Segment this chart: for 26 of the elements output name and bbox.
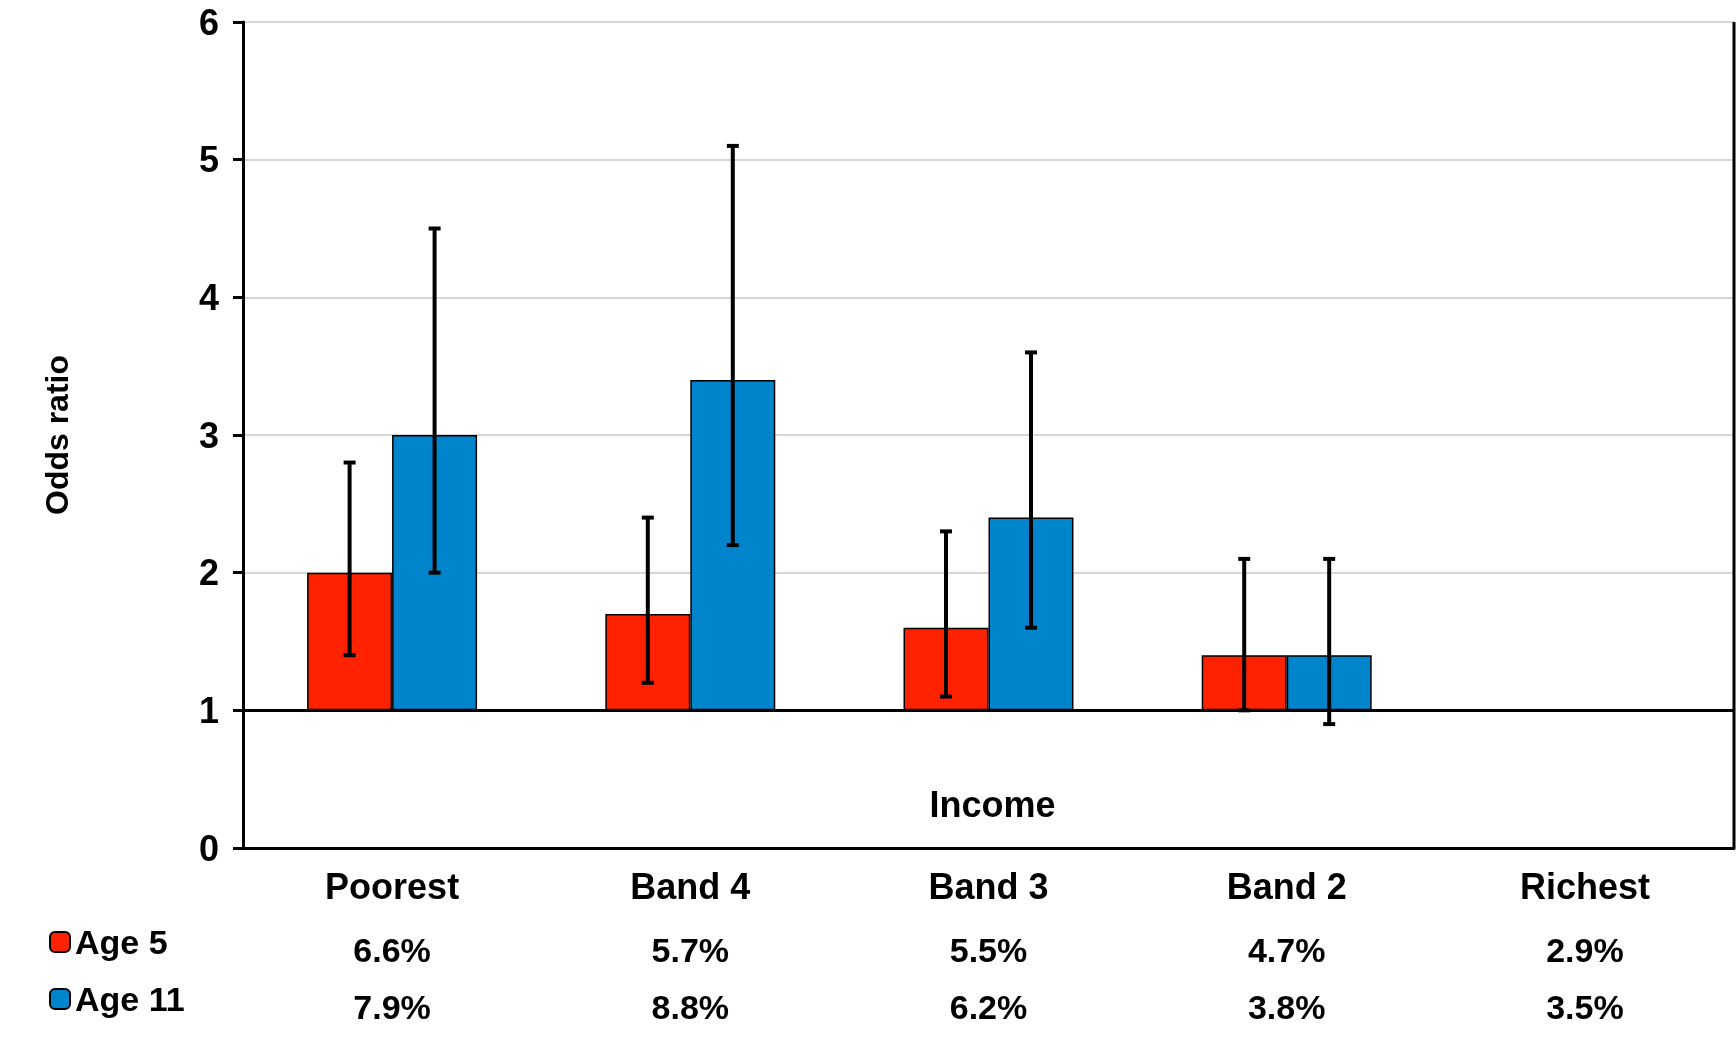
text: 3.5% <box>1546 988 1624 1026</box>
x-tick-label: Band 2 <box>1226 865 1347 907</box>
legend-label: Age 5 <box>75 923 168 961</box>
legend-label: Age 11 <box>75 980 185 1018</box>
x-tick-label: Band 3 <box>928 865 1049 907</box>
text: 8.8% <box>651 988 730 1026</box>
text: 2.9% <box>1546 931 1624 969</box>
y-tick-label: 3 <box>198 414 219 456</box>
text: 4.7% <box>1247 931 1326 969</box>
text: 7.9% <box>353 988 431 1026</box>
x-tick-label: Poorest <box>325 865 460 907</box>
text: 5.5% <box>949 931 1028 969</box>
y-axis-title: Odds ratio <box>39 354 75 516</box>
y-tick-label: 5 <box>198 139 219 181</box>
x-tick-label: Band 4 <box>630 865 751 907</box>
text: 6.2% <box>949 988 1028 1026</box>
y-tick-label: 2 <box>198 552 219 594</box>
text: 6.6% <box>353 931 431 969</box>
text: 3.8% <box>1247 988 1326 1026</box>
y-tick-label: 6 <box>198 1 219 43</box>
text: 5.7% <box>651 931 730 969</box>
x-axis-title: Income <box>929 783 1056 825</box>
y-tick-label: 0 <box>198 827 219 869</box>
x-tick-label: Richest <box>1519 865 1650 907</box>
y-tick-label: 4 <box>198 276 219 318</box>
y-tick-label: 1 <box>198 689 219 731</box>
